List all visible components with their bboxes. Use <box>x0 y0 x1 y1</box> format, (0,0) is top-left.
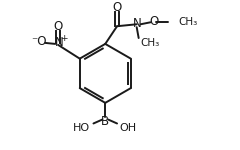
Text: HO: HO <box>73 123 90 133</box>
Text: ⁻O: ⁻O <box>32 35 47 48</box>
Text: CH₃: CH₃ <box>141 38 160 48</box>
Text: +: + <box>60 33 68 42</box>
Text: B: B <box>101 115 109 128</box>
Text: N: N <box>133 17 142 30</box>
Text: O: O <box>54 20 63 33</box>
Text: O: O <box>112 1 122 14</box>
Text: N: N <box>55 36 64 50</box>
Text: CH₃: CH₃ <box>178 17 197 27</box>
Text: OH: OH <box>119 123 136 133</box>
Text: O: O <box>150 15 159 28</box>
